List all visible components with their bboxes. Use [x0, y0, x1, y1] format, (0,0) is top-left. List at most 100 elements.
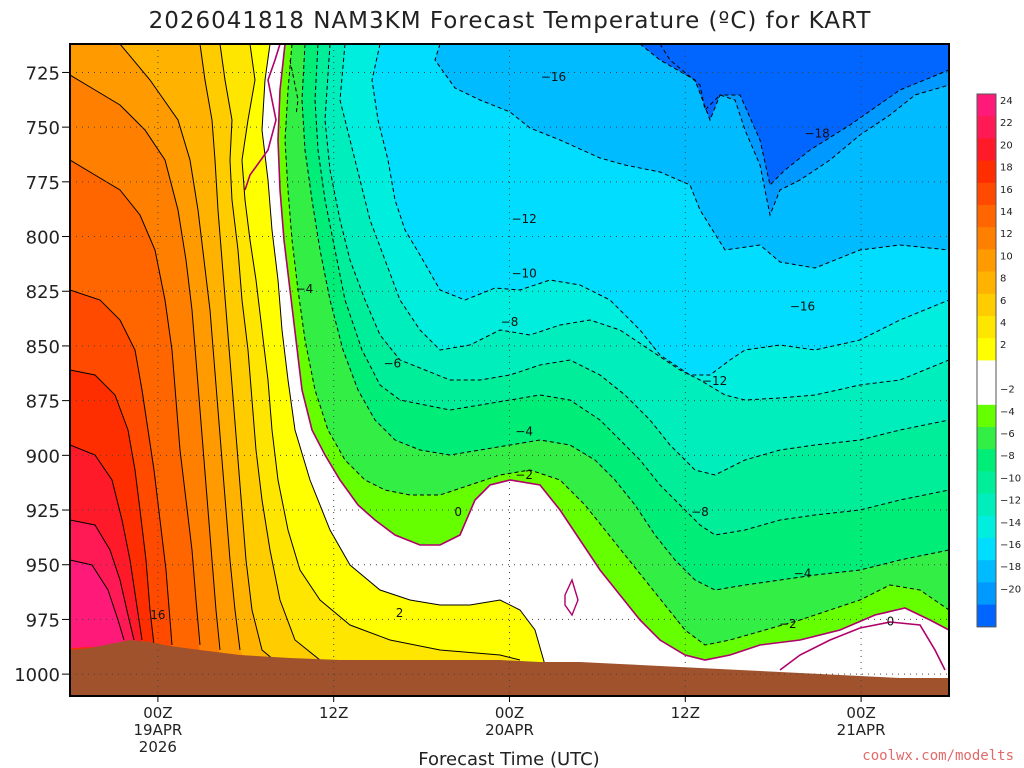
colorbar-swatch: [977, 471, 996, 495]
colorbar-swatch: [977, 582, 996, 606]
contour-minus10: [324, 44, 949, 476]
y-tick-label: 850: [26, 337, 60, 358]
contour-minus4: [284, 44, 949, 646]
y-tick-label: 800: [26, 228, 60, 249]
colorbar-swatch: [977, 449, 996, 472]
x-tick-label: 12Z: [319, 704, 348, 722]
grid: [70, 44, 949, 696]
colorbar-label: 12: [1000, 229, 1013, 240]
contour-label: 2: [396, 606, 404, 620]
band-minus18: [70, 44, 949, 268]
y-axis: 725 750 775 800 825 850 875 900 925 950 975 1000: [14, 63, 70, 686]
contour-label: −8: [691, 505, 709, 519]
colorbar-label: 10: [1000, 251, 1013, 262]
colorbar-label: −20: [1000, 584, 1021, 595]
contour-label: 16: [150, 608, 165, 622]
y-tick-label: 900: [26, 446, 60, 467]
colorbar-label: −2: [1000, 385, 1015, 396]
colorbar-swatch: [977, 404, 996, 428]
contour-14: [70, 159, 201, 646]
contour-label: −18: [804, 127, 829, 141]
band-minus20-core: [70, 44, 949, 185]
x-tick-label: 00Z: [495, 704, 524, 722]
colorbar-swatch: [977, 338, 996, 361]
contour-22: [70, 519, 135, 641]
plot-area: 16 −4 −6 2 0 −8 −10 −12 −16 −4 −2 −12 −8 −16 −18 −4 −2 0: [70, 44, 949, 696]
colorbar-swatch: [977, 427, 996, 450]
colorbar-swatch: [977, 249, 996, 273]
contour-label: −8: [501, 315, 519, 329]
colorbar-label: −18: [1000, 562, 1021, 573]
contour-10: [119, 44, 241, 651]
contour-labels: 16 −4 −6 2 0 −8 −10 −12 −16 −4 −2 −12 −8 −16 −18 −4 −2 0: [150, 70, 894, 631]
contour-label: −2: [515, 468, 533, 482]
band-24: [70, 560, 124, 648]
zero-contour-right: [779, 621, 946, 671]
contour-label: 0: [887, 615, 895, 629]
contour-label: −6: [383, 356, 401, 370]
x-tick-label: 21APR: [837, 721, 886, 739]
warm-contours: [70, 44, 546, 681]
colorbar-label: 24: [1000, 96, 1013, 107]
colorbar-label: 14: [1000, 207, 1013, 218]
y-tick-label: 875: [26, 392, 60, 413]
colorbar-swatch: [977, 560, 996, 583]
colorbar-swatch: [977, 293, 996, 317]
zero-contour-loop: [564, 578, 579, 617]
colorbar-label: −14: [1000, 518, 1021, 529]
contour-label: −16: [541, 70, 566, 84]
colorbar-label: −10: [1000, 473, 1021, 484]
y-tick-label: 775: [26, 173, 60, 194]
colorbar-label: 22: [1000, 118, 1013, 129]
y-tick-label: 975: [26, 610, 60, 631]
colorbar-swatch: [977, 138, 996, 162]
colorbar-label: 2: [1000, 340, 1006, 351]
colorbar-label: 4: [1000, 318, 1006, 329]
colorbar-swatch: [977, 316, 996, 339]
x-tick-label: 00Z: [846, 704, 875, 722]
contour-minus16: [434, 44, 949, 269]
colorbar-swatch: [977, 182, 996, 206]
colorbar-label: 20: [1000, 140, 1013, 151]
colorbar-swatch: [977, 160, 996, 184]
contour-18: [70, 369, 155, 646]
colorbar-label: 18: [1000, 163, 1013, 174]
band-minus16: [70, 44, 949, 375]
contour-minus4-pocket: [289, 59, 299, 116]
x-tick-label: 00Z: [143, 704, 172, 722]
contour-minus12: [339, 44, 949, 401]
contour-minus6: [301, 44, 949, 591]
x-axis-label: Forecast Time (UTC): [418, 749, 599, 768]
chart-title: 2026041818 NAM3KM Forecast Temperature (…: [149, 8, 872, 34]
x-tick-label: 19APR: [133, 721, 182, 739]
contour-label: −12: [702, 374, 727, 388]
band-minus6: [70, 44, 949, 645]
x-tick-label: 12Z: [671, 704, 700, 722]
contour-label: −4: [296, 282, 314, 296]
band-minus10: [70, 44, 949, 535]
y-tick-label: 750: [26, 118, 60, 139]
colorbar-label: −8: [1000, 451, 1015, 462]
y-tick-label: 1000: [14, 665, 60, 686]
x-tick-label: 2026: [139, 738, 177, 756]
colorbar-label: 16: [1000, 185, 1013, 196]
colorbar-frame: [976, 93, 997, 628]
colorbar-swatch: [977, 538, 996, 561]
colorbar-label: −16: [1000, 540, 1021, 551]
colorbar-swatch: [977, 382, 996, 406]
contour-2: [261, 44, 546, 666]
contour-8: [199, 44, 321, 673]
colorbar-swatch: [977, 205, 996, 228]
colorbar-swatch: [977, 515, 996, 539]
contour-label: −4: [515, 424, 533, 438]
contour-12: [70, 74, 221, 651]
zero-contour: [277, 44, 949, 661]
colorbar-swatch: [977, 360, 996, 384]
contour-minus18: [659, 44, 949, 217]
contour-minus20: [639, 44, 949, 186]
watermark: coolwx.com/modelts: [862, 748, 1014, 764]
colorbar-label: −4: [1000, 407, 1015, 418]
colorbar-swatch: [977, 116, 996, 139]
zero-contour-upper: [244, 44, 281, 191]
